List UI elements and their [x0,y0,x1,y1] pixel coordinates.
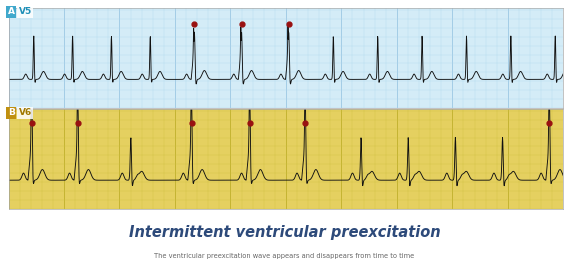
Text: A: A [8,8,15,17]
Text: B: B [8,108,15,117]
Text: Intermittent ventricular preexcitation: Intermittent ventricular preexcitation [129,225,440,241]
Text: V5: V5 [19,8,32,17]
Text: The ventricular preexcitation wave appears and disappears from time to time: The ventricular preexcitation wave appea… [154,253,415,259]
Text: V6: V6 [19,108,32,117]
